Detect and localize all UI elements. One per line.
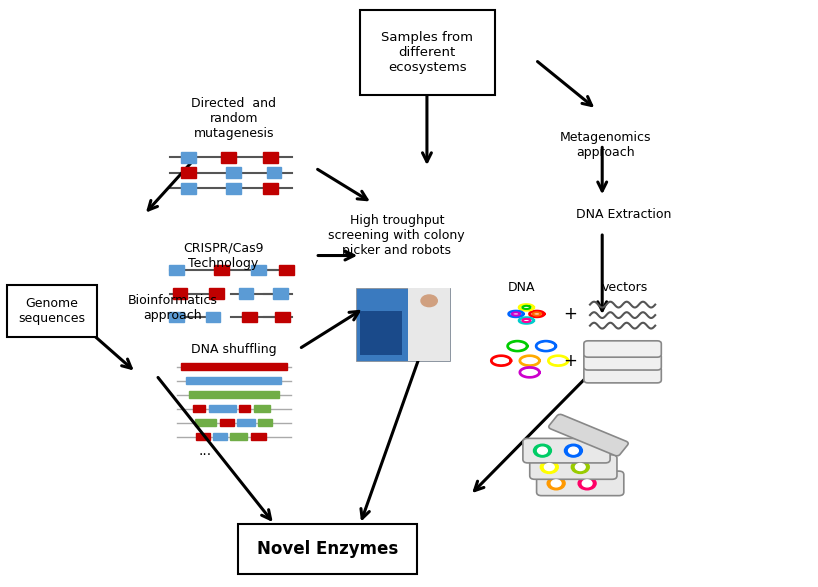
Bar bbox=[169, 312, 183, 322]
Circle shape bbox=[569, 447, 578, 454]
Polygon shape bbox=[541, 343, 551, 349]
FancyBboxPatch shape bbox=[523, 438, 610, 463]
Circle shape bbox=[564, 444, 582, 457]
Bar bbox=[181, 152, 196, 163]
Text: DNA: DNA bbox=[508, 281, 535, 294]
Bar bbox=[263, 183, 278, 194]
Circle shape bbox=[551, 480, 561, 487]
Bar bbox=[213, 433, 227, 440]
Circle shape bbox=[547, 477, 565, 490]
Text: Directed  and
random
mutagenesis: Directed and random mutagenesis bbox=[191, 97, 276, 140]
Circle shape bbox=[571, 461, 589, 474]
Circle shape bbox=[541, 461, 558, 474]
Circle shape bbox=[421, 295, 438, 306]
Polygon shape bbox=[524, 358, 535, 363]
Bar bbox=[227, 167, 241, 178]
Text: Novel Enzymes: Novel Enzymes bbox=[257, 540, 398, 558]
Circle shape bbox=[533, 444, 551, 457]
Bar bbox=[279, 265, 294, 275]
Bar bbox=[181, 183, 196, 194]
Bar bbox=[239, 405, 250, 413]
Bar bbox=[220, 419, 234, 426]
Bar bbox=[356, 288, 450, 360]
Bar bbox=[239, 288, 254, 299]
Bar bbox=[173, 288, 187, 299]
Bar bbox=[195, 419, 216, 426]
Bar bbox=[181, 167, 196, 178]
Text: ...: ... bbox=[199, 444, 212, 458]
Bar bbox=[251, 265, 266, 275]
FancyBboxPatch shape bbox=[238, 524, 417, 574]
Text: +: + bbox=[564, 305, 578, 323]
Bar bbox=[205, 312, 220, 322]
Text: Samples from
different
ecosystems: Samples from different ecosystems bbox=[381, 31, 474, 74]
Bar bbox=[193, 405, 204, 413]
Text: Metagenomics
approach: Metagenomics approach bbox=[560, 130, 651, 158]
FancyBboxPatch shape bbox=[584, 341, 661, 357]
Text: +: + bbox=[564, 352, 578, 370]
Text: CRISPR/Cas9
Technology: CRISPR/Cas9 Technology bbox=[183, 241, 263, 269]
Polygon shape bbox=[524, 370, 535, 375]
Text: DNA Extraction: DNA Extraction bbox=[576, 208, 672, 221]
Bar bbox=[181, 363, 287, 370]
FancyBboxPatch shape bbox=[549, 414, 628, 456]
Bar bbox=[186, 377, 281, 384]
FancyBboxPatch shape bbox=[360, 10, 495, 95]
Text: Genome
sequences: Genome sequences bbox=[19, 297, 85, 325]
Bar bbox=[263, 152, 278, 163]
Bar bbox=[227, 183, 241, 194]
Bar bbox=[209, 405, 236, 413]
FancyBboxPatch shape bbox=[530, 455, 617, 479]
FancyBboxPatch shape bbox=[537, 471, 624, 495]
Bar bbox=[258, 419, 272, 426]
Text: Bioinformatics
approach: Bioinformatics approach bbox=[128, 294, 218, 322]
Bar bbox=[196, 433, 210, 440]
Bar bbox=[214, 265, 229, 275]
Bar bbox=[189, 391, 279, 399]
Bar bbox=[237, 419, 254, 426]
Bar bbox=[231, 433, 247, 440]
Text: vectors: vectors bbox=[602, 281, 648, 294]
Bar bbox=[250, 433, 266, 440]
Bar bbox=[209, 288, 224, 299]
Bar bbox=[276, 312, 290, 322]
Polygon shape bbox=[496, 358, 506, 363]
FancyBboxPatch shape bbox=[7, 285, 97, 338]
Circle shape bbox=[537, 447, 547, 454]
Circle shape bbox=[545, 464, 554, 471]
Bar bbox=[360, 311, 402, 355]
Circle shape bbox=[582, 480, 592, 487]
FancyBboxPatch shape bbox=[584, 354, 661, 370]
Bar bbox=[242, 312, 257, 322]
Bar bbox=[254, 405, 270, 413]
Text: DNA shuffling: DNA shuffling bbox=[191, 342, 276, 356]
FancyBboxPatch shape bbox=[584, 366, 661, 383]
Bar bbox=[169, 265, 183, 275]
Polygon shape bbox=[512, 343, 523, 349]
Bar bbox=[273, 288, 288, 299]
Circle shape bbox=[575, 464, 585, 471]
Polygon shape bbox=[553, 358, 564, 363]
Bar bbox=[222, 152, 236, 163]
Circle shape bbox=[578, 477, 596, 490]
Bar bbox=[407, 288, 450, 360]
Text: High troughput
screening with colony
picker and robots: High troughput screening with colony pic… bbox=[329, 214, 465, 257]
Bar bbox=[267, 167, 281, 178]
